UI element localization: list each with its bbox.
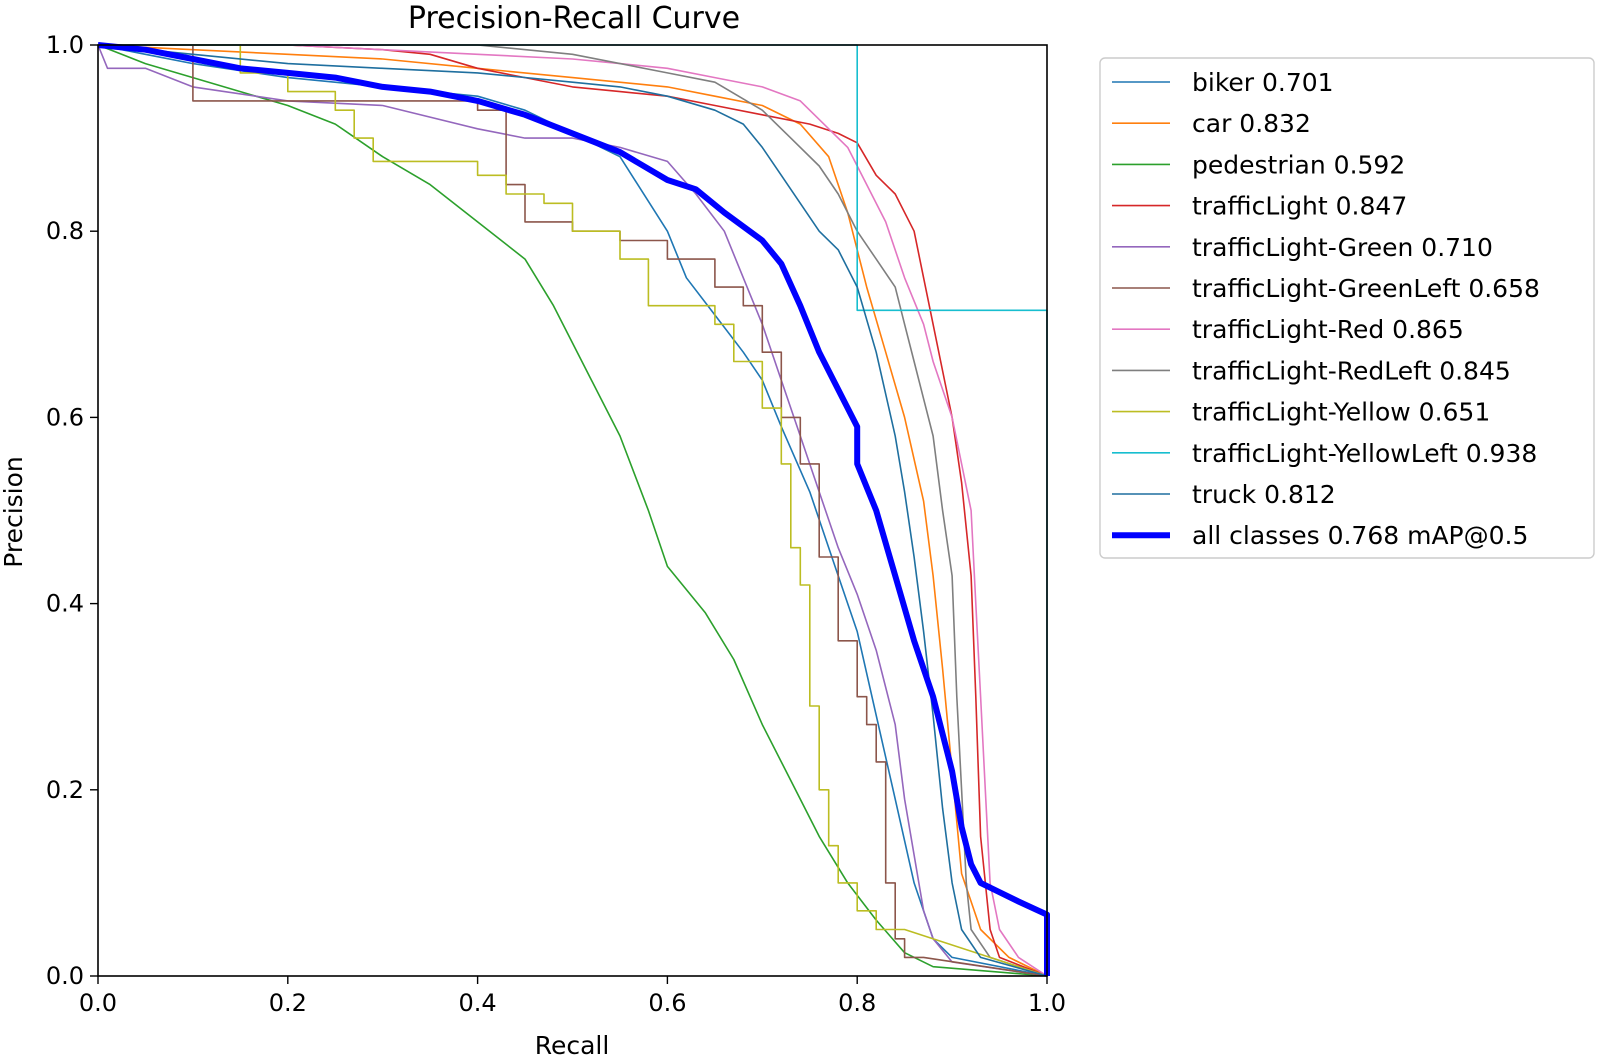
legend-label-1: car 0.832 — [1192, 109, 1311, 138]
series-line-2 — [97, 44, 1048, 977]
legend-label-11: all classes 0.768 mAP@0.5 — [1192, 521, 1528, 550]
series-line-10 — [97, 44, 1048, 977]
series-line-0 — [97, 44, 1048, 977]
plot-curves — [97, 42, 1050, 977]
series-line-4 — [97, 44, 1048, 977]
series-line-9 — [98, 44, 1048, 976]
x-axis-label: Recall — [535, 1031, 610, 1058]
legend-label-10: truck 0.812 — [1192, 480, 1336, 509]
y-tick-label-2: 0.4 — [46, 590, 84, 618]
y-tick-label-0: 0.0 — [46, 962, 84, 990]
legend-box — [1099, 57, 1595, 559]
legend: biker 0.701 car 0.832 pedestrian 0.592 traf… — [1099, 57, 1595, 559]
legend-label-3: trafficLight 0.847 — [1192, 192, 1407, 221]
legend-label-8: trafficLight-Yellow 0.651 — [1192, 398, 1490, 427]
series-line-5 — [98, 44, 1048, 977]
chart-title: Precision-Recall Curve — [408, 1, 740, 36]
x-tick-label-3: 0.6 — [648, 989, 686, 1017]
legend-label-0: biker 0.701 — [1192, 68, 1334, 97]
series-line-3 — [98, 44, 1048, 977]
series-line-11 — [97, 42, 1050, 976]
legend-label-9: trafficLight-YellowLeft 0.938 — [1192, 439, 1537, 468]
y-axis-ticks: 0.0 0.2 0.4 0.6 0.8 1.0 — [46, 31, 98, 990]
y-axis-label: Precision — [0, 456, 28, 568]
y-tick-label-1: 0.2 — [46, 776, 84, 804]
legend-label-4: trafficLight-Green 0.710 — [1192, 233, 1493, 262]
x-tick-label-5: 1.0 — [1028, 989, 1066, 1017]
x-tick-label-4: 0.8 — [838, 989, 876, 1017]
legend-label-5: trafficLight-GreenLeft 0.658 — [1192, 274, 1540, 303]
series-line-7 — [98, 44, 1048, 977]
y-tick-label-4: 0.8 — [46, 217, 84, 245]
series-line-1 — [97, 44, 1048, 977]
plot-frame — [97, 44, 1048, 977]
x-tick-label-2: 0.4 — [459, 989, 497, 1017]
x-tick-label-0: 0.0 — [79, 989, 117, 1017]
legend-label-6: trafficLight-Red 0.865 — [1192, 315, 1464, 344]
series-line-6 — [98, 44, 1048, 977]
y-tick-label-3: 0.6 — [46, 403, 84, 431]
x-tick-label-1: 0.2 — [269, 989, 307, 1017]
series-line-8 — [98, 44, 1048, 977]
y-tick-label-5: 1.0 — [46, 31, 84, 59]
x-axis-ticks: 0.0 0.2 0.4 0.6 0.8 1.0 — [79, 976, 1066, 1017]
legend-label-7: trafficLight-RedLeft 0.845 — [1192, 356, 1511, 385]
legend-items: biker 0.701 car 0.832 pedestrian 0.592 traf… — [1112, 68, 1540, 550]
legend-label-2: pedestrian 0.592 — [1192, 150, 1405, 179]
